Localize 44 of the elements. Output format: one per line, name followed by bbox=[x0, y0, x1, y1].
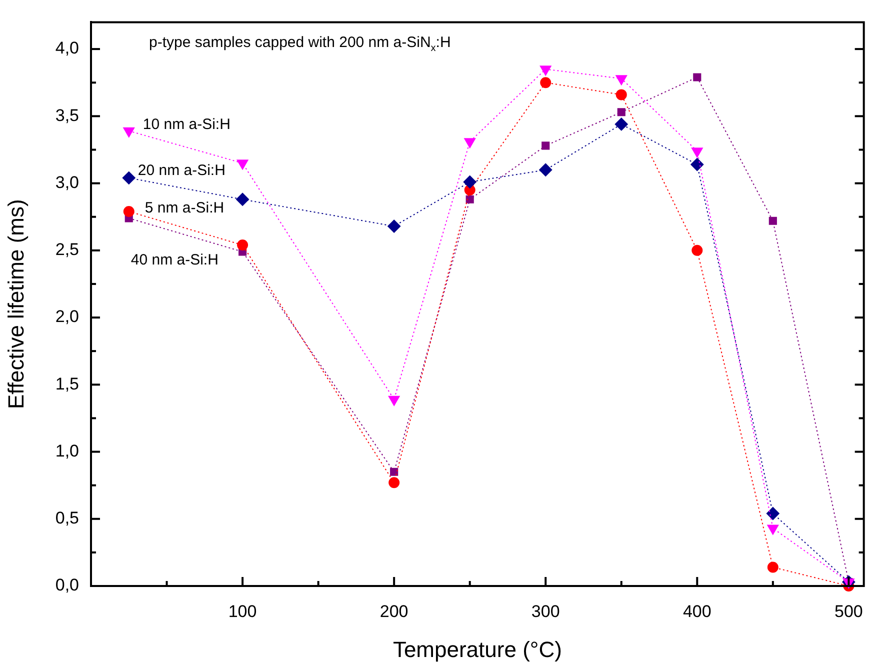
point bbox=[539, 163, 552, 176]
x-tick-label: 100 bbox=[228, 602, 257, 621]
point bbox=[617, 108, 626, 116]
y-tick-label: 3,0 bbox=[55, 172, 79, 192]
point bbox=[388, 477, 400, 488]
point bbox=[767, 524, 779, 535]
point bbox=[614, 118, 628, 131]
point bbox=[237, 240, 248, 251]
point bbox=[767, 562, 778, 573]
y-tick-label: 2,0 bbox=[55, 307, 79, 326]
y-tick-label: 0,5 bbox=[55, 508, 79, 528]
point bbox=[542, 142, 550, 150]
y-tick-label: 4,0 bbox=[55, 38, 79, 58]
y-tick-label: 1,0 bbox=[55, 441, 79, 460]
series-label: 5 nm a-Si:H bbox=[144, 200, 224, 217]
y-tick-label: 1,5 bbox=[55, 374, 79, 394]
point bbox=[690, 158, 704, 171]
point bbox=[236, 192, 250, 206]
point bbox=[122, 171, 136, 184]
point bbox=[766, 507, 780, 520]
y-tick-label: 0,0 bbox=[55, 576, 79, 595]
point bbox=[466, 195, 474, 204]
point bbox=[463, 175, 476, 188]
series-label: 40 nm a-Si:H bbox=[130, 251, 218, 268]
x-tick-label: 200 bbox=[380, 602, 408, 621]
point bbox=[616, 89, 627, 100]
x-tick-label: 400 bbox=[682, 602, 712, 621]
point bbox=[768, 216, 777, 225]
point bbox=[540, 77, 552, 88]
x-tick-label: 300 bbox=[531, 602, 560, 621]
point bbox=[693, 73, 702, 82]
point bbox=[390, 468, 398, 476]
y-tick-label: 2,5 bbox=[55, 240, 79, 260]
y-tick-label: 3,5 bbox=[55, 106, 79, 125]
point bbox=[388, 220, 401, 233]
series-label: 10 nm a-Si:H bbox=[142, 116, 230, 134]
y-axis-title: Effective lifetime (ms) bbox=[3, 199, 28, 410]
x-axis-title: Temperature (°C) bbox=[392, 636, 562, 662]
point bbox=[388, 396, 400, 406]
point bbox=[123, 206, 134, 217]
x-tick-label: 500 bbox=[834, 602, 863, 621]
point bbox=[123, 127, 135, 138]
point bbox=[692, 244, 703, 256]
series-label: 20 nm a-Si:H bbox=[138, 162, 226, 180]
